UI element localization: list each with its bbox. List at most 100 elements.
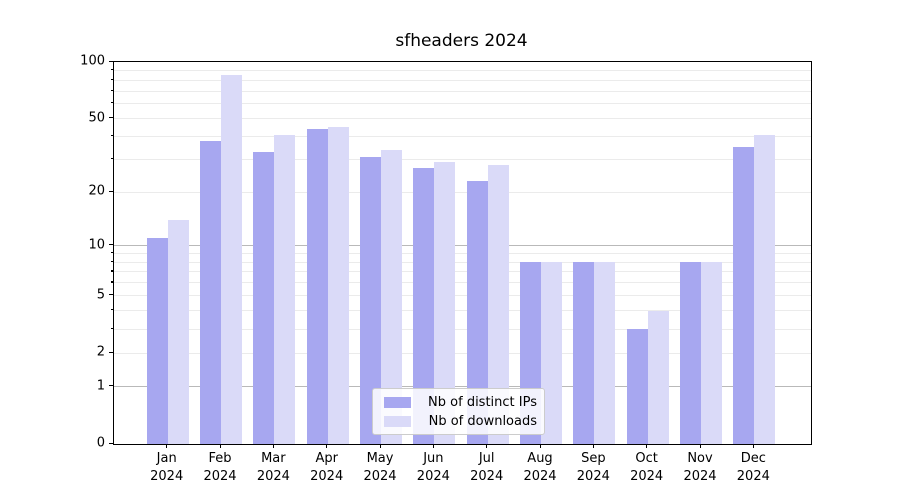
x-tick-mark — [166, 444, 168, 448]
bar-distinct-ips-oct — [626, 329, 648, 444]
x-tick-mark — [752, 444, 755, 448]
legend-entry-downloads: Nb of downloads — [384, 414, 537, 429]
y-tick-label: 0 — [96, 435, 105, 451]
y-gridline-minor — [114, 282, 811, 284]
y-minor-tick-mark — [110, 89, 113, 91]
x-tick-label: Aug 2024 — [523, 451, 557, 484]
y-tick-label: 1 — [96, 378, 105, 394]
y-tick-label: 100 — [80, 53, 105, 69]
legend-entry-distinct-ips: Nb of distinct IPs — [384, 395, 537, 410]
y-gridline-major — [114, 386, 811, 388]
bar-distinct-ips-nov — [680, 262, 701, 444]
y-minor-tick-mark — [110, 309, 113, 311]
bar-downloads-may — [381, 149, 403, 444]
y-gridline-minor — [114, 103, 811, 105]
x-tick-mark — [272, 444, 275, 448]
x-tick-label: Dec 2024 — [736, 451, 770, 484]
plot-area — [113, 61, 812, 445]
y-minor-tick-mark — [110, 102, 113, 104]
y-gridline-minor — [114, 159, 811, 161]
y-gridline-minor — [114, 191, 811, 193]
x-tick-mark — [592, 444, 595, 448]
bar-downloads-sep — [594, 262, 616, 444]
bar-distinct-ips-dec — [733, 147, 755, 444]
bar-distinct-ips-jul — [466, 180, 488, 444]
y-gridline-major — [114, 245, 811, 247]
x-tick-mark — [326, 444, 328, 448]
bar-distinct-ips-may — [360, 157, 382, 444]
y-tick-label: 20 — [88, 183, 105, 199]
x-tick-label: Nov 2024 — [683, 451, 717, 484]
x-tick-mark — [539, 444, 541, 448]
y-minor-tick-mark — [110, 190, 113, 192]
legend-label-distinct-ips: Nb of distinct IPs — [428, 395, 537, 410]
bar-downloads-jun — [434, 162, 456, 444]
bar-downloads-jan — [167, 219, 189, 444]
y-gridline-minor — [114, 70, 811, 72]
y-minor-tick-mark — [110, 69, 113, 71]
y-gridline-minor — [114, 252, 811, 254]
bar-downloads-nov — [701, 262, 722, 444]
bar-distinct-ips-sep — [573, 262, 595, 444]
x-tick-mark — [646, 444, 648, 448]
y-gridline-minor — [114, 352, 811, 354]
legend-swatch-distinct-ips — [384, 397, 411, 408]
bar-distinct-ips-jan — [146, 238, 168, 444]
bar-distinct-ips-feb — [200, 140, 222, 444]
y-gridline-minor — [114, 271, 811, 273]
y-tick-label: 50 — [88, 110, 105, 126]
chart-title: sfheaders 2024 — [395, 31, 528, 51]
x-tick-mark — [379, 444, 381, 448]
y-gridline-minor — [114, 79, 811, 81]
bar-downloads-jul — [487, 165, 509, 444]
bar-downloads-mar — [274, 134, 296, 444]
y-gridline-minor — [114, 295, 811, 297]
x-tick-mark — [432, 444, 435, 448]
y-minor-tick-mark — [110, 117, 113, 119]
y-gridline-minor — [114, 310, 811, 312]
y-minor-tick-mark — [110, 327, 113, 329]
x-tick-label: Mar 2024 — [256, 451, 290, 484]
y-tick-mark — [109, 385, 113, 387]
y-minor-tick-mark — [110, 281, 113, 283]
bar-downloads-apr — [327, 127, 349, 444]
x-tick-label: Jan 2024 — [150, 451, 184, 484]
y-gridline-minor — [114, 90, 811, 92]
bar-downloads-dec — [754, 134, 776, 444]
x-tick-label: May 2024 — [363, 451, 397, 484]
x-tick-label: Apr 2024 — [310, 451, 344, 484]
y-minor-tick-mark — [110, 78, 113, 80]
y-gridline-minor — [114, 136, 811, 138]
x-tick-label: Sep 2024 — [576, 451, 610, 484]
x-tick-mark — [699, 444, 701, 448]
y-minor-tick-mark — [110, 260, 113, 262]
y-tick-label: 5 — [96, 287, 105, 303]
y-minor-tick-mark — [110, 135, 113, 137]
y-tick-mark — [109, 442, 113, 444]
y-minor-tick-mark — [110, 270, 113, 272]
legend: Nb of distinct IPs Nb of downloads — [372, 388, 545, 435]
bar-distinct-ips-jun — [413, 168, 435, 444]
x-tick-mark — [486, 444, 488, 448]
y-minor-tick-mark — [110, 251, 113, 254]
x-tick-label: Feb 2024 — [203, 451, 237, 484]
legend-swatch-downloads — [384, 416, 411, 427]
y-gridline-minor — [114, 328, 811, 330]
y-tick-mark — [109, 244, 113, 246]
bar-downloads-oct — [647, 310, 669, 444]
x-tick-mark — [219, 444, 221, 448]
y-gridline-minor — [114, 118, 811, 120]
bar-distinct-ips-apr — [306, 128, 328, 444]
bar-downloads-aug — [541, 262, 562, 444]
y-tick-mark — [109, 60, 113, 62]
y-tick-label: 10 — [88, 237, 105, 253]
legend-label-downloads: Nb of downloads — [428, 414, 537, 429]
x-tick-label: Oct 2024 — [630, 451, 664, 484]
bar-distinct-ips-mar — [253, 152, 275, 444]
bar-downloads-feb — [221, 75, 243, 444]
y-minor-tick-mark — [110, 158, 113, 160]
x-tick-label: Jul 2024 — [470, 451, 504, 484]
y-minor-tick-mark — [110, 294, 113, 296]
y-tick-label: 2 — [96, 344, 105, 360]
